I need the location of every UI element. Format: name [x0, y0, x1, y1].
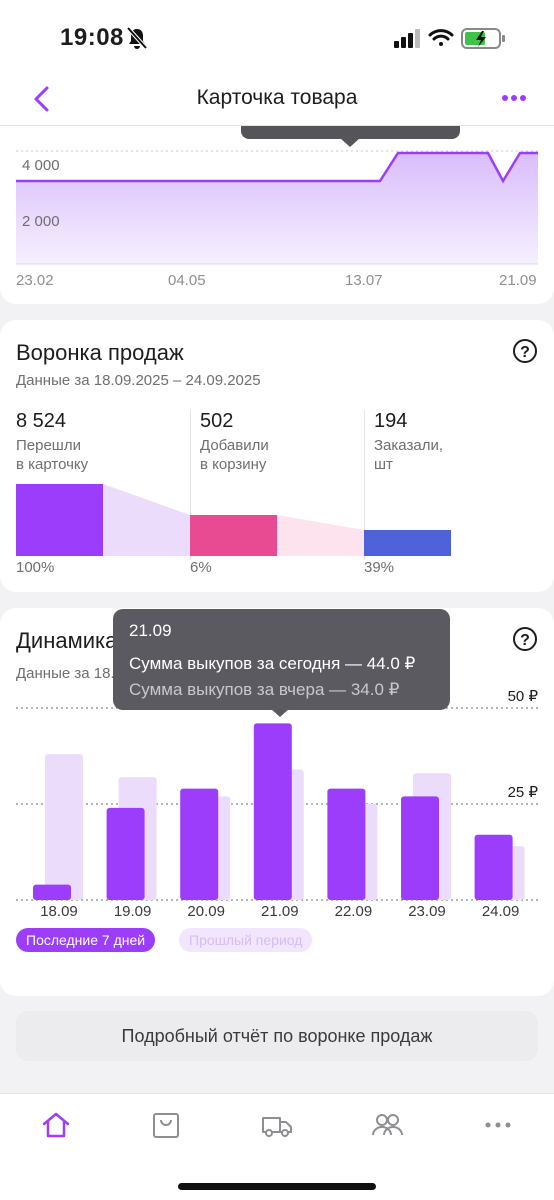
- funnel-graphic: [16, 484, 451, 556]
- funnel-title: Воронка продаж: [16, 340, 184, 365]
- wifi-icon: [428, 29, 454, 46]
- y-tick: 25 ₽: [508, 784, 539, 801]
- x-tick-label: 19.09: [114, 903, 152, 920]
- status-time: 19:08: [60, 24, 124, 51]
- bar-current-19.09: [106, 807, 145, 900]
- bar-current-18.09: [33, 884, 71, 900]
- funnel-value: 8 524: [16, 410, 67, 432]
- funnel-connector: [103, 484, 190, 556]
- more-icon[interactable]: [482, 1110, 514, 1140]
- funnel-card: Воронка продаж Данные за 18.09.2025 – 24…: [0, 320, 554, 592]
- funnel-bar: [190, 515, 277, 556]
- bag-icon[interactable]: [150, 1110, 182, 1140]
- truck-icon[interactable]: [261, 1110, 293, 1140]
- x-tick-label: 22.09: [335, 903, 373, 920]
- tooltip-arrow: [270, 708, 290, 717]
- funnel-label: Перешли в карточку: [16, 437, 89, 473]
- bar-previous-18.09: [45, 754, 83, 900]
- svg-text:?: ?: [520, 632, 530, 649]
- status-bar: 19:08: [0, 0, 554, 76]
- funnel-value: 194: [374, 410, 408, 432]
- page-title: Карточка товара: [196, 86, 358, 109]
- funnel-connector: [277, 515, 364, 556]
- x-tick: 04.05: [168, 272, 206, 289]
- y-tick: 2 000: [22, 213, 60, 230]
- help-icon[interactable]: ?: [512, 626, 538, 652]
- more-dots-icon[interactable]: [500, 86, 528, 110]
- signal-icon: [394, 29, 420, 48]
- x-tick-label: 18.09: [40, 903, 78, 920]
- bell-muted-icon: [126, 26, 148, 50]
- divider: [190, 410, 191, 560]
- trend-line: [16, 151, 538, 184]
- trend-chart[interactable]: 4 000 2 000 23.02 04.05 13.07 21.09: [0, 126, 554, 304]
- battery-icon: [461, 28, 505, 49]
- legend-current[interactable]: Последние 7 дней: [16, 928, 156, 952]
- help-icon[interactable]: ?: [512, 338, 538, 364]
- x-tick-label: 20.09: [187, 903, 225, 920]
- x-tick: 21.09: [499, 272, 537, 289]
- y-tick: 50 ₽: [508, 688, 539, 705]
- chart-tooltip: 21.09 Сумма выкупов за сегодня — 44.0 ₽ …: [113, 609, 450, 710]
- bar-current-22.09: [327, 788, 366, 900]
- tooltip-today: Сумма выкупов за сегодня — 44.0 ₽: [129, 654, 416, 673]
- funnel-label: Добавили в корзину: [200, 437, 269, 473]
- tooltip-yesterday: Сумма выкупов за вчера — 34.0 ₽: [129, 680, 400, 699]
- nav-bar: Карточка товара: [0, 76, 554, 126]
- funnel-bar: [16, 484, 103, 556]
- y-tick: 4 000: [22, 157, 60, 174]
- sales-trend-card: 4 000 2 000 23.02 04.05 13.07 21.09: [0, 126, 554, 304]
- x-tick-label: 21.09: [261, 903, 299, 920]
- bar-current-24.09: [474, 834, 513, 900]
- funnel-report-button[interactable]: Подробный отчёт по воронке продаж: [16, 1011, 538, 1061]
- tooltip-arrow: [340, 138, 360, 147]
- legend-previous[interactable]: Прошлый период: [179, 928, 313, 952]
- tab-bar: [0, 1093, 554, 1200]
- home-indicator: [178, 1183, 376, 1190]
- funnel-value: 502: [200, 410, 234, 432]
- users-icon[interactable]: [371, 1110, 403, 1140]
- x-tick-label: 24.09: [482, 903, 520, 920]
- trend-area: [16, 153, 538, 264]
- bar-current-20.09: [180, 788, 219, 900]
- x-tick-label: 23.09: [408, 903, 446, 920]
- chevron-left-icon[interactable]: [28, 82, 56, 116]
- svg-text:?: ?: [520, 344, 530, 361]
- funnel-percent: 39%: [364, 559, 395, 576]
- x-tick: 23.02: [16, 272, 54, 289]
- x-tick: 13.07: [345, 272, 383, 289]
- divider: [364, 410, 365, 560]
- funnel-subtitle: Данные за 18.09.2025 – 24.09.2025: [16, 372, 261, 389]
- funnel-percent: 6%: [190, 559, 212, 576]
- funnel-label: Заказали, шт: [374, 437, 443, 473]
- sales-bar-chart[interactable]: 50 ₽ 25 ₽ 18.09 19.09 20.09 21.09 22.09 23.09…: [0, 608, 554, 928]
- funnel-bar: [364, 530, 451, 556]
- bar-current-23.09: [401, 796, 439, 900]
- home-icon[interactable]: [40, 1110, 72, 1140]
- bar-current-21.09: [253, 723, 292, 900]
- status-icons: [394, 28, 505, 49]
- tooltip-date: 21.09: [129, 621, 172, 640]
- funnel-percent: 100%: [16, 559, 55, 576]
- trend-tooltip-edge: [241, 126, 460, 139]
